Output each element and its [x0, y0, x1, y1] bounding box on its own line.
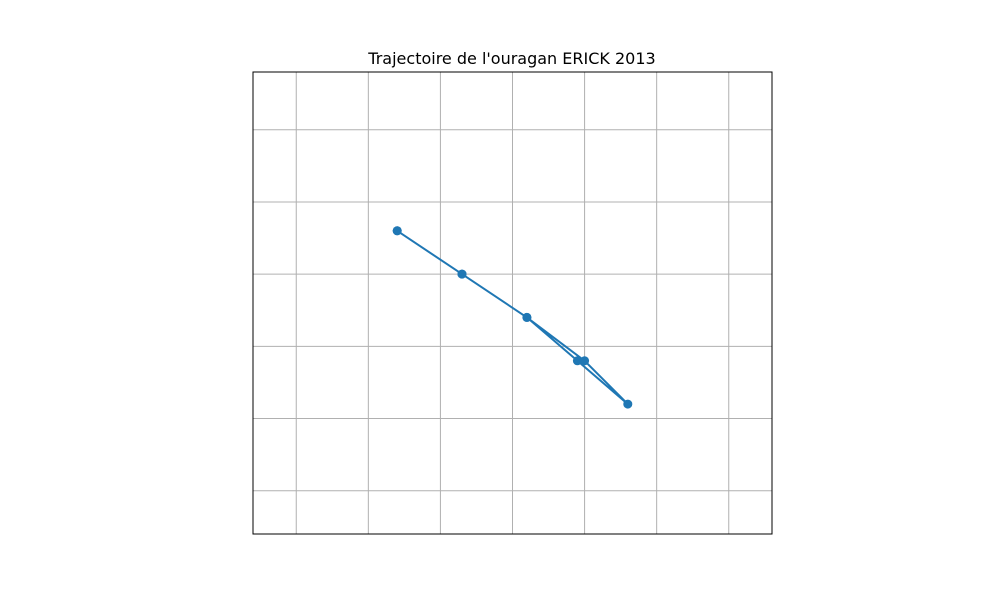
track-point: [522, 312, 532, 322]
series-layer: [392, 226, 633, 409]
track-point: [580, 356, 590, 366]
track-point: [457, 269, 467, 279]
track-point: [392, 226, 402, 236]
grid-layer: [253, 72, 772, 534]
chart-title: Trajectoire de l'ouragan ERICK 2013: [367, 49, 655, 68]
track-point: [572, 356, 582, 366]
plot-frame: [252, 71, 773, 535]
track-point: [623, 399, 633, 409]
